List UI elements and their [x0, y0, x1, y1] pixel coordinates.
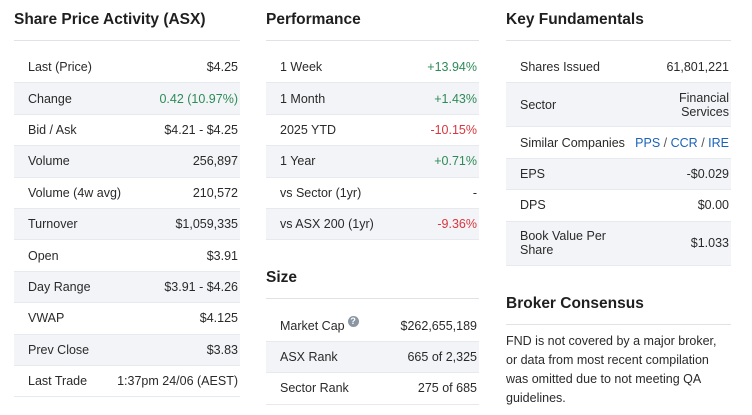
row-vs-sector: vs Sector (1yr) - — [266, 178, 479, 209]
row-value: $0.00 — [697, 198, 729, 213]
row-label: Shares Issued — [520, 60, 600, 75]
row-label: 2025 YTD — [280, 122, 337, 137]
company-link-pps[interactable]: PPS — [635, 135, 661, 150]
row-value: -10.15% — [430, 122, 477, 137]
row-asx-rank: ASX Rank 665 of 2,325 — [266, 341, 479, 374]
row-prev-close: Prev Close $3.83 — [14, 334, 240, 366]
broker-consensus-text: FND is not covered by a major broker, or… — [506, 333, 717, 405]
row-label: DPS — [520, 198, 546, 213]
row-label: Prev Close — [28, 342, 90, 357]
row-label: Last (Price) — [28, 60, 92, 75]
row-value: $4.21 - $4.25 — [164, 122, 238, 137]
share-price-panel: Share Price Activity (ASX) Last (Price) … — [14, 0, 240, 398]
row-label: EPS — [520, 166, 546, 181]
help-icon[interactable]: ? — [347, 315, 359, 327]
row-book-value: Book Value Per Share $1.033 — [506, 221, 731, 266]
row-sector-rank: Sector Rank 275 of 685 — [266, 373, 479, 405]
row-dps: DPS $0.00 — [506, 190, 731, 222]
row-value: -9.36% — [437, 217, 477, 232]
row-1-month: 1 Month +1.43% — [266, 83, 479, 115]
row-value: $3.83 — [206, 342, 238, 357]
row-label-wrap: Market Cap? — [280, 315, 359, 333]
row-ytd: 2025 YTD -10.15% — [266, 115, 479, 147]
row-label: Volume (4w avg) — [28, 185, 122, 200]
performance-panel: Performance 1 Week +13.94% 1 Month +1.43… — [266, 0, 479, 405]
row-label: Sector Rank — [280, 381, 349, 396]
row-bid-ask: Bid / Ask $4.21 - $4.25 — [14, 115, 240, 147]
row-day-range: Day Range $3.91 - $4.26 — [14, 271, 240, 304]
row-vwap: VWAP $4.125 — [14, 303, 240, 335]
row-value: +1.43% — [434, 91, 477, 106]
row-open: Open $3.91 — [14, 240, 240, 272]
share-price-title: Share Price Activity (ASX) — [14, 0, 240, 41]
row-value: Financial Services — [678, 90, 729, 119]
row-value: $4.25 — [206, 60, 238, 75]
row-change: Change 0.42 (10.97%) — [14, 83, 240, 115]
row-sector: Sector Financial Services — [506, 83, 731, 128]
size-title: Size — [266, 258, 479, 300]
row-label: Open — [28, 248, 59, 263]
broker-consensus-title: Broker Consensus — [506, 284, 731, 325]
row-1-year: 1 Year +0.71% — [266, 146, 479, 178]
row-label: Turnover — [28, 217, 78, 232]
row-label: vs ASX 200 (1yr) — [280, 217, 374, 232]
row-last-price: Last (Price) $4.25 — [14, 52, 240, 84]
row-turnover: Turnover $1,059,335 — [14, 208, 240, 241]
row-value: 0.42 (10.97%) — [159, 91, 238, 106]
row-value: +13.94% — [427, 60, 477, 75]
row-last-trade: Last Trade 1:37pm 24/06 (AEST) — [14, 366, 240, 398]
row-label: vs Sector (1yr) — [280, 185, 362, 200]
row-volume: Volume 256,897 — [14, 146, 240, 178]
row-label: Day Range — [28, 279, 91, 294]
similar-companies-links: PPS / CCR / IRE — [635, 136, 729, 150]
row-shares-issued: Shares Issued 61,801,221 — [506, 52, 731, 84]
row-value: 665 of 2,325 — [407, 349, 477, 364]
row-value: $1,059,335 — [175, 217, 238, 232]
row-value: 61,801,221 — [666, 60, 729, 75]
row-label: Similar Companies — [520, 135, 625, 150]
row-market-cap: Market Cap? $262,655,189 — [266, 310, 479, 342]
row-value: - — [472, 185, 477, 200]
row-value: 275 of 685 — [417, 381, 477, 396]
row-label: ASX Rank — [280, 349, 338, 364]
row-label: 1 Month — [280, 91, 326, 106]
row-value: $4.125 — [199, 311, 238, 326]
row-label: Last Trade — [28, 374, 88, 389]
fundamentals-panel: Key Fundamentals Shares Issued 61,801,22… — [506, 0, 731, 408]
fundamentals-title: Key Fundamentals — [506, 0, 731, 41]
row-value: $1.033 — [690, 236, 729, 251]
row-label: Bid / Ask — [28, 122, 77, 137]
company-link-ire[interactable]: IRE — [708, 135, 729, 150]
separator: / — [701, 135, 705, 150]
row-label: Volume — [28, 154, 70, 169]
row-volume-4w: Volume (4w avg) 210,572 — [14, 178, 240, 209]
separator: / — [663, 135, 668, 150]
row-label: VWAP — [28, 311, 65, 326]
row-label: Change — [28, 91, 72, 106]
row-value: 256,897 — [192, 154, 238, 169]
company-link-ccr[interactable]: CCR — [670, 135, 698, 150]
row-value: 1:37pm 24/06 (AEST) — [117, 374, 238, 389]
row-value: $262,655,189 — [400, 318, 477, 333]
row-label: 1 Year — [280, 154, 316, 169]
row-label: Market Cap — [280, 318, 345, 333]
row-similar-companies: Similar Companies PPS / CCR / IRE — [506, 127, 731, 159]
row-label: Book Value Per Share — [520, 229, 606, 258]
row-eps: EPS -$0.029 — [506, 158, 731, 191]
row-value: 210,572 — [192, 185, 238, 200]
row-vs-asx200: vs ASX 200 (1yr) -9.36% — [266, 208, 479, 241]
row-value: $3.91 — [206, 248, 238, 263]
row-label: Sector — [520, 97, 557, 112]
performance-title: Performance — [266, 0, 479, 41]
row-1-week: 1 Week +13.94% — [266, 52, 479, 84]
row-value: -$0.029 — [686, 166, 729, 181]
row-value: $3.91 - $4.26 — [164, 279, 238, 294]
row-label: 1 Week — [280, 60, 323, 75]
row-value: +0.71% — [434, 154, 477, 169]
